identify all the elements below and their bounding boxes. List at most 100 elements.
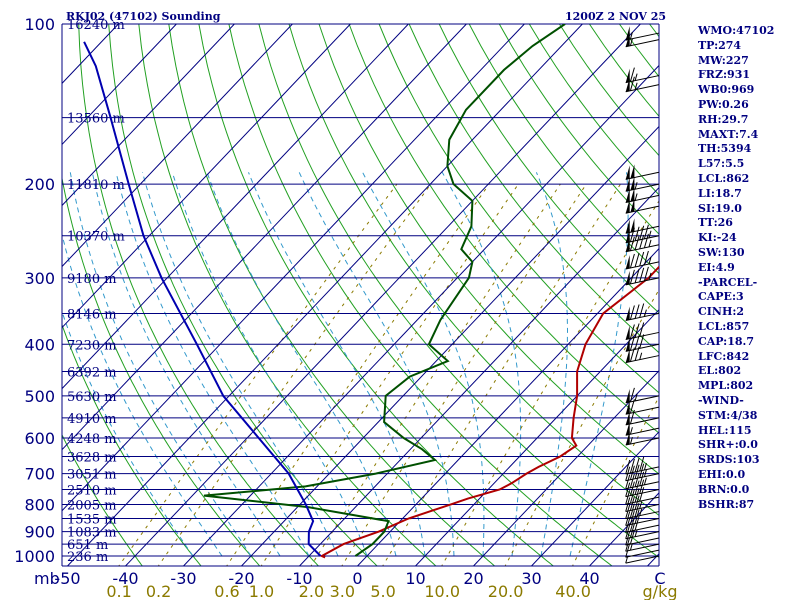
- height-label: 1535 m: [67, 513, 117, 528]
- wind-barb-full: [634, 335, 640, 350]
- index-item: MAXT:7.4: [698, 127, 759, 141]
- wind-barb: [625, 387, 660, 404]
- index-item: STM:4/38: [698, 408, 758, 422]
- wind-barb: [625, 250, 660, 270]
- wind-barb-staff: [625, 555, 660, 564]
- moist-adiabat: [62, 232, 223, 557]
- wind-barb: [625, 224, 660, 244]
- isotherm: [62, 24, 351, 329]
- wind-barb-half: [643, 462, 647, 471]
- mixing-ratio-line: [226, 183, 490, 566]
- wind-barb-full: [629, 489, 635, 504]
- pressure-tick-label: 700: [24, 465, 55, 484]
- wind-barb-flag: [625, 325, 630, 340]
- dry-adiabat: [438, 24, 659, 314]
- temperature-tick-label: 30: [521, 569, 541, 588]
- wind-barb-half: [634, 73, 638, 81]
- pressure-unit-label: mb: [34, 569, 60, 588]
- index-item: TH:5394: [698, 142, 752, 156]
- mixing-ratio-tick-label: 40.0: [555, 582, 591, 600]
- dry-adiabat: [62, 433, 143, 566]
- wind-barb-full: [625, 459, 631, 475]
- height-label: 3628 m: [67, 451, 117, 466]
- pressure-tick-label: 900: [24, 523, 55, 542]
- mixing-ratio-line: [441, 200, 659, 566]
- wind-barb-staff: [625, 517, 660, 526]
- wind-barb-full: [625, 543, 631, 558]
- wind-barb-staff: [625, 395, 660, 404]
- wind-barb-full: [625, 490, 631, 505]
- wind-barb-flag: [625, 177, 630, 192]
- height-label: 7230 m: [67, 338, 117, 353]
- wind-barb-full: [629, 496, 635, 511]
- height-label: 4910 m: [67, 412, 117, 427]
- moist-adiabat: [69, 172, 252, 557]
- wind-barb-staff: [625, 511, 660, 520]
- height-label: 236 m: [67, 550, 108, 565]
- wind-barb-flag: [625, 400, 630, 415]
- wind-barb: [625, 164, 660, 180]
- mixing-ratio-line: [157, 183, 432, 566]
- wind-barb: [625, 266, 660, 286]
- dry-adiabat: [62, 175, 261, 566]
- dry-adiabat: [78, 24, 320, 566]
- height-label: 3051 m: [67, 468, 117, 483]
- wind-barb-flag: [625, 188, 630, 203]
- valid-time: 1200Z 2 NOV 25: [565, 10, 666, 23]
- height-label: 6392 m: [67, 366, 117, 381]
- wind-barb-half: [648, 272, 652, 281]
- wind-barb-half: [629, 31, 633, 40]
- wind-barb-flag: [625, 165, 630, 180]
- isotherm: [67, 24, 583, 566]
- isotherm: [62, 24, 467, 451]
- wind-barb-half: [629, 543, 633, 551]
- moist-adiabat: [535, 172, 568, 557]
- height-label: 16240 m: [67, 18, 125, 33]
- wind-barb-flag: [630, 187, 635, 202]
- wind-barb: [625, 479, 660, 498]
- index-item: BSHR:87: [698, 497, 755, 511]
- wind-barb-staff: [625, 531, 660, 540]
- wind-barb-staff: [625, 312, 660, 321]
- moist-adiabat: [171, 172, 368, 557]
- wind-barb-half: [639, 501, 643, 509]
- height-label: 10370 m: [67, 230, 125, 245]
- wind-barb: [625, 399, 660, 415]
- wind-barb-half: [643, 309, 647, 317]
- pressure-tick-label: 1000: [14, 547, 55, 566]
- wind-barb-staff: [625, 343, 660, 352]
- index-item: FRZ:931: [698, 68, 751, 82]
- wind-barb-full: [639, 479, 645, 494]
- wind-barb-full: [634, 235, 640, 251]
- index-item: L57:5.5: [698, 157, 745, 171]
- isotherm: [357, 247, 659, 566]
- wind-barb-staff: [625, 437, 660, 446]
- wind-barb-full: [639, 487, 645, 502]
- index-item: MW:227: [698, 53, 749, 67]
- wind-barb-staff: [625, 235, 660, 244]
- wind-barb-full: [629, 236, 635, 251]
- temperature-tick-label: 40: [579, 569, 599, 588]
- height-label: 1083 m: [67, 526, 117, 541]
- index-item: LCL:857: [698, 319, 750, 333]
- index-item: CINH:2: [698, 305, 745, 319]
- wind-barb-flag: [625, 337, 630, 352]
- wind-barb-half: [639, 352, 643, 360]
- wind-barb-full: [634, 323, 640, 338]
- pressure-tick-label: 200: [24, 175, 55, 194]
- wind-barb-half: [643, 477, 647, 485]
- wind-barb-flag: [625, 68, 630, 83]
- index-item: LI:18.7: [698, 186, 742, 200]
- wind-barb-flag: [625, 26, 630, 41]
- wind-barb-flag: [625, 348, 630, 363]
- moist-adiabat: [142, 172, 339, 557]
- wind-barb-full: [639, 267, 645, 283]
- isotherm: [241, 125, 659, 566]
- wind-barb-staff: [625, 244, 660, 253]
- temperature-tick-label: 20: [463, 569, 483, 588]
- index-item: BRN:0.0: [698, 482, 750, 496]
- wind-barb-full: [629, 458, 635, 474]
- wind-barb-staff: [625, 489, 660, 498]
- wind-barb-staff: [625, 473, 660, 482]
- temperature-tick-label: 10: [405, 569, 425, 588]
